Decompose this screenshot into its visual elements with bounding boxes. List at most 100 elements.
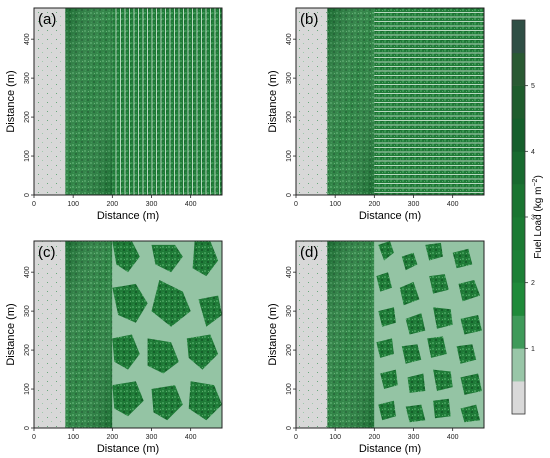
- y-tick-label: 200: [24, 344, 31, 356]
- fuel-patch: [147, 338, 179, 374]
- fuel-patch: [458, 280, 481, 302]
- fuel-patch: [378, 307, 396, 327]
- fuel-patch: [433, 398, 451, 419]
- colorbar-segment: [512, 249, 525, 283]
- fuel-patch: [380, 369, 398, 389]
- fuel-patch: [188, 381, 222, 421]
- x-tick-label: 400: [447, 434, 459, 441]
- x-tick-label: 100: [329, 201, 341, 208]
- zone-3: [112, 8, 222, 195]
- x-axis-label: Distance (m): [359, 443, 421, 455]
- zone-3: [374, 8, 484, 195]
- y-tick-label: 100: [24, 150, 31, 162]
- zone-shading: [65, 8, 113, 195]
- x-tick-label: 400: [447, 201, 459, 208]
- y-axis-label: Distance (m): [267, 303, 279, 365]
- fuel-patch: [192, 241, 219, 277]
- x-axis-label: Distance (m): [97, 210, 159, 222]
- fuel-patch: [460, 315, 482, 335]
- y-tick-label: 200: [286, 344, 293, 356]
- x-tick-label: 200: [368, 201, 380, 208]
- zone-1: [296, 241, 328, 428]
- fuel-patch: [401, 252, 418, 271]
- fuel-patch: [112, 241, 140, 273]
- plot-frame: [295, 7, 485, 196]
- y-tick-label: 300: [24, 72, 31, 84]
- x-tick-label: 0: [294, 201, 298, 208]
- x-tick-label: 400: [185, 201, 197, 208]
- colorbar-segment: [512, 20, 525, 54]
- fuel-patch: [405, 313, 426, 335]
- y-tick-label: 400: [24, 266, 31, 278]
- colorbar-tick-label: 3: [531, 215, 535, 222]
- x-tick-label: 300: [408, 434, 420, 441]
- y-tick-label: 0: [286, 193, 293, 197]
- x-tick-label: 200: [368, 434, 380, 441]
- fuel-patch: [376, 272, 392, 292]
- y-tick-label: 100: [286, 150, 293, 162]
- x-tick-label: 100: [67, 201, 79, 208]
- fuel-patch: [460, 373, 482, 395]
- fuel-patch: [151, 244, 183, 273]
- colorbar-segment: [512, 184, 525, 218]
- zone-1: [296, 8, 328, 195]
- colorbar-segment: [512, 348, 525, 382]
- fuel-patch: [429, 274, 449, 294]
- colorbar-segment: [512, 52, 525, 86]
- colorbar-segment: [512, 151, 525, 185]
- colorbar-tick-label: 4: [531, 149, 535, 156]
- y-axis-label: Distance (m): [5, 303, 17, 365]
- colorbar-segment: [512, 282, 525, 316]
- panel-label: (d): [300, 244, 318, 261]
- colorbar-segment: [512, 85, 525, 119]
- fuel-patch: [456, 344, 477, 364]
- panel-label: (a): [38, 11, 56, 28]
- y-tick-label: 200: [286, 111, 293, 123]
- fuel-patch: [433, 369, 453, 391]
- fuel-patch: [405, 404, 426, 423]
- fuel-patch: [112, 334, 140, 370]
- y-tick-label: 0: [24, 426, 31, 430]
- zone-3: [374, 241, 484, 428]
- x-tick-label: 100: [67, 434, 79, 441]
- x-tick-label: 300: [146, 434, 158, 441]
- fuel-patch: [112, 381, 144, 417]
- zone-1: [34, 8, 66, 195]
- x-tick-label: 300: [146, 201, 158, 208]
- fuel-patch: [427, 336, 447, 358]
- x-tick-label: 400: [185, 434, 197, 441]
- zone-shading: [327, 241, 375, 428]
- y-tick-label: 100: [286, 383, 293, 395]
- fuel-patch: [407, 373, 426, 393]
- colorbar: 1 2 3 4 5 Fuel Load (kg m−2): [511, 19, 544, 415]
- fuel-patch: [460, 404, 481, 423]
- fuel-patch: [186, 334, 219, 370]
- y-tick-label: 100: [24, 383, 31, 395]
- y-tick-label: 400: [24, 33, 31, 45]
- fuel-patch: [401, 344, 422, 364]
- plot-frame: [33, 240, 223, 429]
- plot-frame: [295, 240, 485, 429]
- colorbar-tick-label: 1: [531, 346, 535, 353]
- fuel-patch: [378, 400, 396, 421]
- y-tick-label: 0: [24, 193, 31, 197]
- y-axis-label: Distance (m): [5, 70, 17, 132]
- y-tick-label: 400: [286, 33, 293, 45]
- zone-shading: [65, 241, 113, 428]
- y-tick-label: 300: [286, 72, 293, 84]
- y-axis-label: Distance (m): [267, 70, 279, 132]
- panel-a: (a) 0 100 200 300 400 0 100 200 300 400 Distance (m…: [5, 7, 223, 222]
- colorbar-segment: [512, 118, 525, 152]
- x-tick-label: 200: [106, 434, 118, 441]
- fuel-patch: [399, 281, 420, 306]
- x-axis-label: Distance (m): [97, 443, 159, 455]
- panel-label: (b): [300, 11, 318, 28]
- fuel-patch: [198, 295, 222, 327]
- fuel-patch: [378, 241, 394, 261]
- y-tick-label: 300: [286, 305, 293, 317]
- x-tick-label: 100: [329, 434, 341, 441]
- zone-1: [34, 241, 66, 428]
- colorbar-segment: [512, 217, 525, 251]
- x-tick-label: 300: [408, 201, 420, 208]
